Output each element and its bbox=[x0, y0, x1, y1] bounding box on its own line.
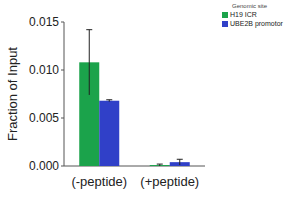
error-cap bbox=[157, 164, 163, 165]
y-tick bbox=[61, 166, 64, 167]
bar bbox=[99, 101, 119, 166]
error-cap bbox=[86, 29, 92, 30]
bars bbox=[79, 30, 190, 166]
error-cap bbox=[106, 99, 112, 100]
legend: Genomic site H19 ICR UBE2B promotor bbox=[222, 3, 284, 28]
y-tick-label: 0.015 bbox=[29, 15, 59, 29]
legend-label: H19 ICR bbox=[230, 11, 257, 18]
y-axis bbox=[64, 22, 65, 166]
error-cap bbox=[177, 159, 183, 160]
legend-swatch bbox=[222, 12, 228, 18]
chart-svg: 0.000 0.005 0.010 0.015 Fraction of Input (-p… bbox=[0, 0, 300, 200]
error-bar bbox=[86, 30, 92, 95]
y-axis-label: Fraction of Input bbox=[5, 47, 20, 141]
chart-container: 0.000 0.005 0.010 0.015 Fraction of Input (-p… bbox=[0, 0, 300, 200]
legend-title: Genomic site bbox=[232, 3, 268, 9]
error-line bbox=[89, 30, 90, 95]
y-tick-label: 0.010 bbox=[29, 63, 59, 77]
y-tick-label: 0.000 bbox=[29, 159, 59, 173]
y-tick bbox=[61, 70, 64, 71]
y-tick bbox=[61, 118, 64, 119]
error-line bbox=[179, 159, 180, 165]
legend-swatch bbox=[222, 21, 228, 27]
error-bar bbox=[177, 159, 183, 165]
error-bar bbox=[106, 100, 112, 102]
error-bar bbox=[157, 164, 163, 166]
x-tick-label: (-peptide) bbox=[71, 174, 127, 189]
x-tick-label: (+peptide) bbox=[140, 174, 199, 189]
y-tick bbox=[61, 22, 64, 23]
bar bbox=[150, 165, 170, 166]
y-tick-label: 0.005 bbox=[29, 111, 59, 125]
legend-label: UBE2B promotor bbox=[230, 20, 284, 28]
